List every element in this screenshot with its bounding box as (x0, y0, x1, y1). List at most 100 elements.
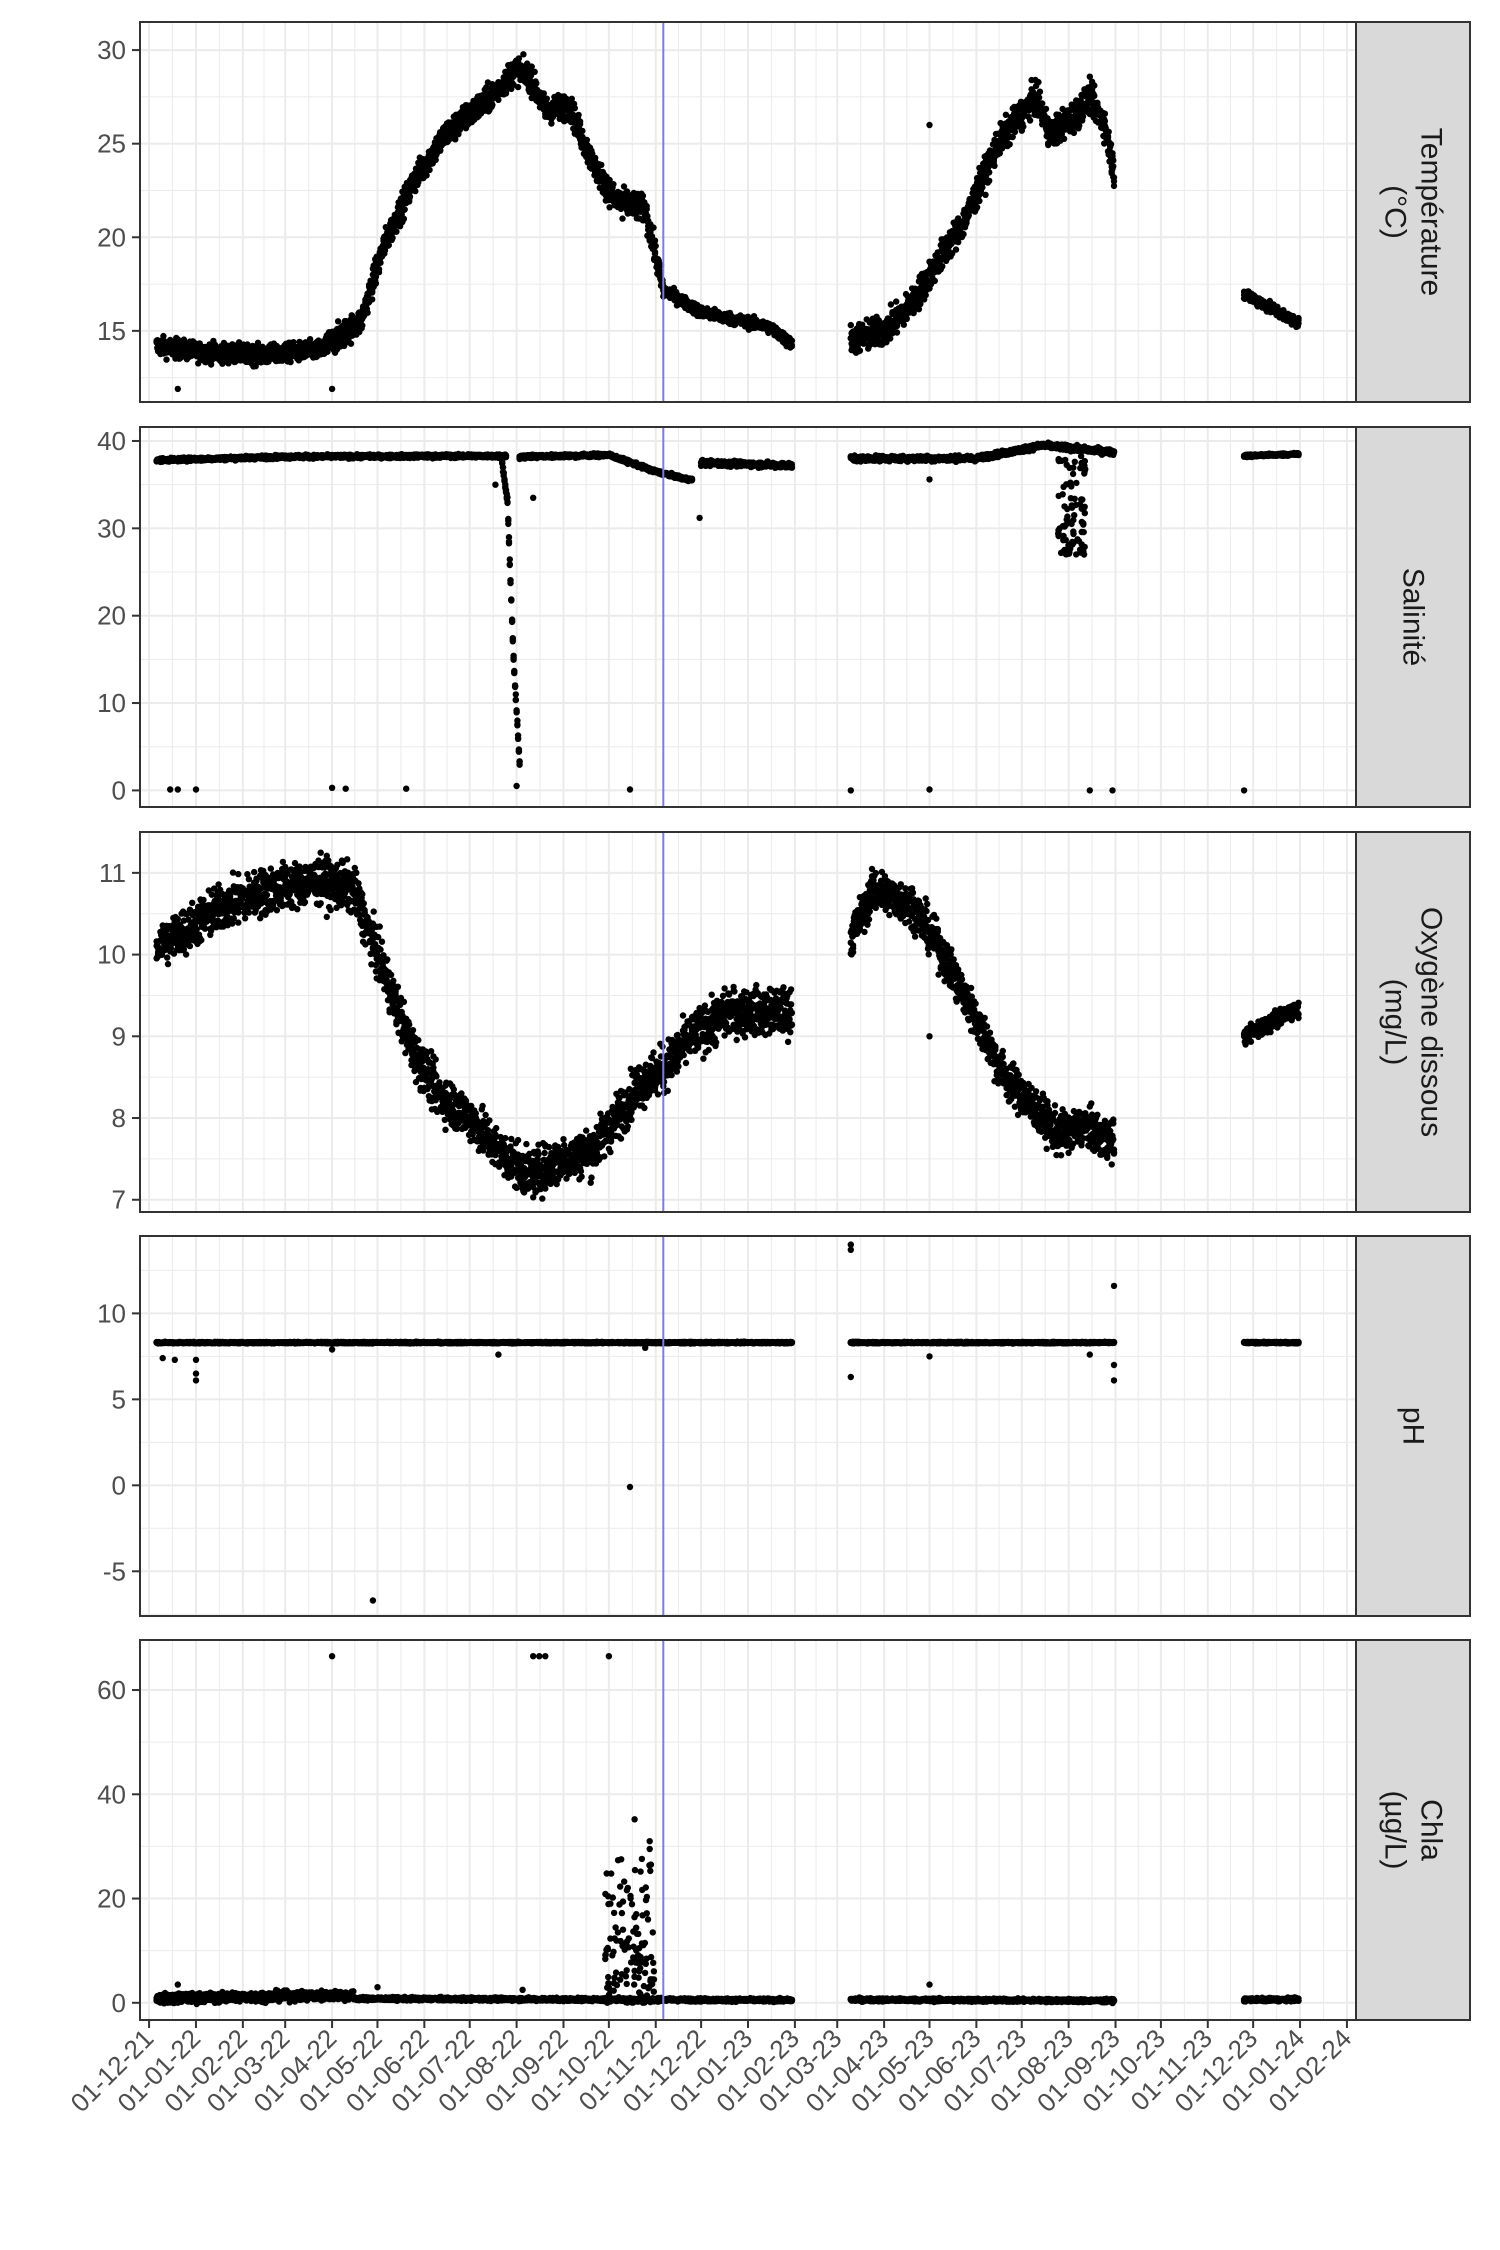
data-point (639, 192, 647, 199)
outlier-point (619, 215, 626, 222)
data-series-segment (660, 283, 796, 351)
data-point (952, 246, 960, 253)
data-point (1009, 133, 1016, 141)
data-point (1105, 128, 1112, 135)
data-point (1002, 111, 1010, 119)
data-point (502, 90, 510, 97)
data-point (651, 237, 659, 244)
data-point (406, 193, 414, 200)
data-point (452, 136, 459, 143)
data-point (1042, 105, 1050, 113)
data-point (400, 215, 408, 222)
data-point (377, 259, 384, 266)
data-point (575, 111, 582, 119)
data-point (1295, 314, 1302, 322)
data-point (571, 105, 578, 112)
data-point (254, 339, 262, 346)
data-point (931, 277, 938, 285)
data-point (1107, 141, 1115, 148)
data-point (1036, 88, 1044, 95)
data-point (432, 156, 439, 164)
data-point (489, 101, 496, 109)
data-point (606, 204, 613, 211)
data-point (965, 212, 972, 219)
data-series-segment (153, 450, 510, 466)
data-point (939, 263, 946, 270)
data-point (903, 315, 910, 322)
data-point (520, 51, 527, 58)
data-series-segment (847, 73, 1118, 356)
data-point (1077, 97, 1084, 104)
data-point (583, 136, 591, 144)
data-point (1110, 182, 1118, 190)
data-point (986, 177, 993, 184)
data-point (598, 161, 605, 169)
y-tick-label: 20 (97, 222, 126, 252)
data-point (531, 68, 538, 76)
data-point (415, 179, 422, 186)
data-point (381, 247, 389, 254)
data-point (369, 296, 376, 303)
data-point (290, 339, 297, 346)
data-point (437, 147, 444, 154)
data-point (910, 308, 917, 315)
data-point (887, 301, 895, 308)
data-point (915, 306, 923, 313)
data-point (1094, 99, 1101, 107)
data-point (423, 172, 430, 179)
data-point (788, 342, 796, 349)
data-point (483, 84, 490, 91)
data-point (1035, 94, 1043, 101)
data-point (1039, 100, 1046, 107)
data-series-segment (1240, 288, 1302, 331)
data-point (847, 321, 854, 329)
data-point (1110, 174, 1118, 181)
data-point (1026, 117, 1034, 124)
y-tick-label: 25 (97, 129, 126, 159)
data-point (976, 197, 983, 205)
data-point (1091, 82, 1098, 89)
data-points (153, 439, 1302, 794)
data-point (324, 348, 331, 355)
data-point (389, 234, 396, 242)
data-point (620, 183, 628, 190)
data-point (359, 322, 366, 329)
data-point (225, 360, 232, 367)
data-point (1020, 123, 1027, 130)
data-point (900, 321, 907, 328)
outlier-point (174, 385, 181, 393)
data-point (160, 332, 167, 340)
data-point (650, 224, 657, 231)
facet-strip-label: Température (1415, 128, 1448, 296)
data-point (163, 356, 170, 363)
y-tick-label: 15 (97, 316, 126, 346)
data-point (922, 291, 929, 299)
data-point (1006, 141, 1013, 148)
data-point (287, 358, 294, 365)
data-point (369, 289, 376, 296)
data-point (1060, 135, 1068, 142)
data-point (576, 121, 584, 128)
data-point (393, 228, 400, 235)
data-point (1295, 320, 1302, 327)
data-point (917, 300, 924, 308)
data-point (347, 340, 355, 347)
data-point (540, 90, 547, 97)
data-point (788, 337, 796, 344)
data-point (568, 95, 575, 103)
data-point (401, 206, 408, 213)
facet-strip: Température(°C) (1355, 21, 1471, 403)
data-point (643, 202, 650, 210)
data-point (973, 204, 981, 211)
data-point (515, 55, 523, 62)
data-point (1091, 92, 1098, 100)
data-point (364, 309, 371, 316)
data-point (982, 191, 989, 198)
outlier-point (926, 121, 933, 129)
data-point (986, 169, 993, 176)
facet-strip-background (1355, 21, 1471, 403)
